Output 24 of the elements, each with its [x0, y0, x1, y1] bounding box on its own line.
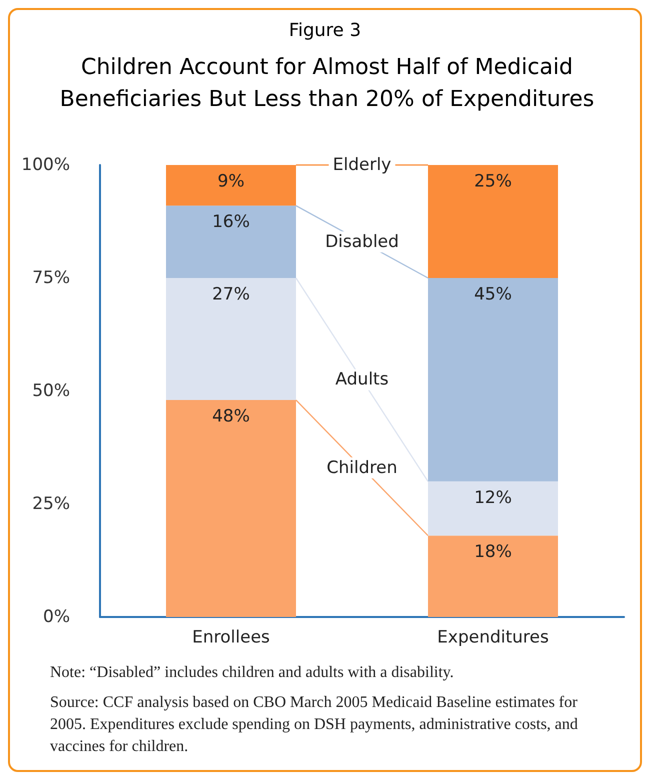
source-note: Source: CCF analysis based on CBO March 2005 Medicaid Baseline estimates for 2005. Expenditures exclude spending on DSH payments, administrative costs, and vaccines for children.: [50, 693, 579, 757]
data-label: 27%: [212, 284, 250, 304]
y-tick-label: 0%: [43, 607, 70, 627]
data-label: 45%: [474, 284, 512, 304]
data-label: 12%: [474, 488, 512, 508]
series-label: Children: [326, 458, 398, 478]
data-label: 48%: [212, 406, 250, 427]
y-tick-label: 50%: [32, 381, 70, 401]
x-tick-label: Enrollees: [192, 628, 270, 648]
x-tick-label: Expenditures: [437, 628, 549, 648]
y-tick-label: 75%: [32, 268, 70, 288]
y-tick-label: 25%: [32, 494, 70, 514]
text: Elderly: [332, 155, 392, 175]
series-label: Disabled: [325, 232, 399, 252]
bar: [428, 481, 558, 536]
text: Adults: [335, 370, 389, 390]
data-label: 25%: [474, 172, 512, 192]
chart-title: Children Account for Almost Half of Medicaid Beneficiaries But Less than 20% of Expenditures: [58, 54, 596, 114]
text: Note: “Disabled” includes children and adults with a disability.: [50, 663, 455, 683]
data-label: 16%: [212, 212, 250, 232]
data-label: 9%: [218, 172, 244, 192]
chart-subtitle: Figure 3: [288, 20, 362, 41]
data-label: 18%: [474, 542, 512, 562]
y-tick-label: 100%: [21, 155, 70, 175]
